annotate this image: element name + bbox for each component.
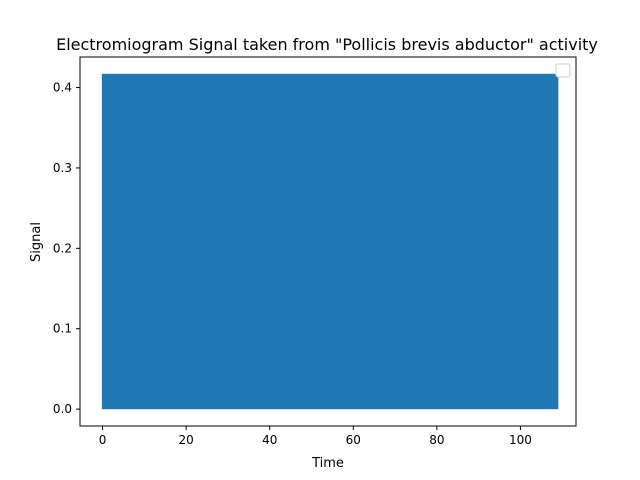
legend-box [555,63,571,78]
y-tick-label: 0.0 [53,402,72,416]
y-tick-label: 0.2 [53,241,72,255]
chart-title: Electromiogram Signal taken from "Pollic… [56,35,598,54]
x-tick-label: 20 [178,433,193,447]
x-tick-label: 0 [99,433,107,447]
y-axis-ticks: 0.0 0.1 0.2 0.3 0.4 [53,81,80,416]
x-axis-label: Time [311,456,344,471]
y-tick-label: 0.3 [53,161,72,175]
axes-frame [79,56,577,427]
x-tick-label: 80 [429,433,444,447]
y-tick-label: 0.4 [53,81,72,95]
y-tick-label: 0.1 [53,322,72,336]
series-0-line [101,73,559,410]
x-tick-label: 60 [346,433,361,447]
x-tick-label: 40 [262,433,277,447]
series-0-fill [102,73,558,410]
plot-area [101,73,559,410]
y-axis-label: Signal [29,222,44,262]
x-axis-ticks: 0 20 40 60 80 100 [99,426,532,447]
x-tick-label: 100 [509,433,532,447]
